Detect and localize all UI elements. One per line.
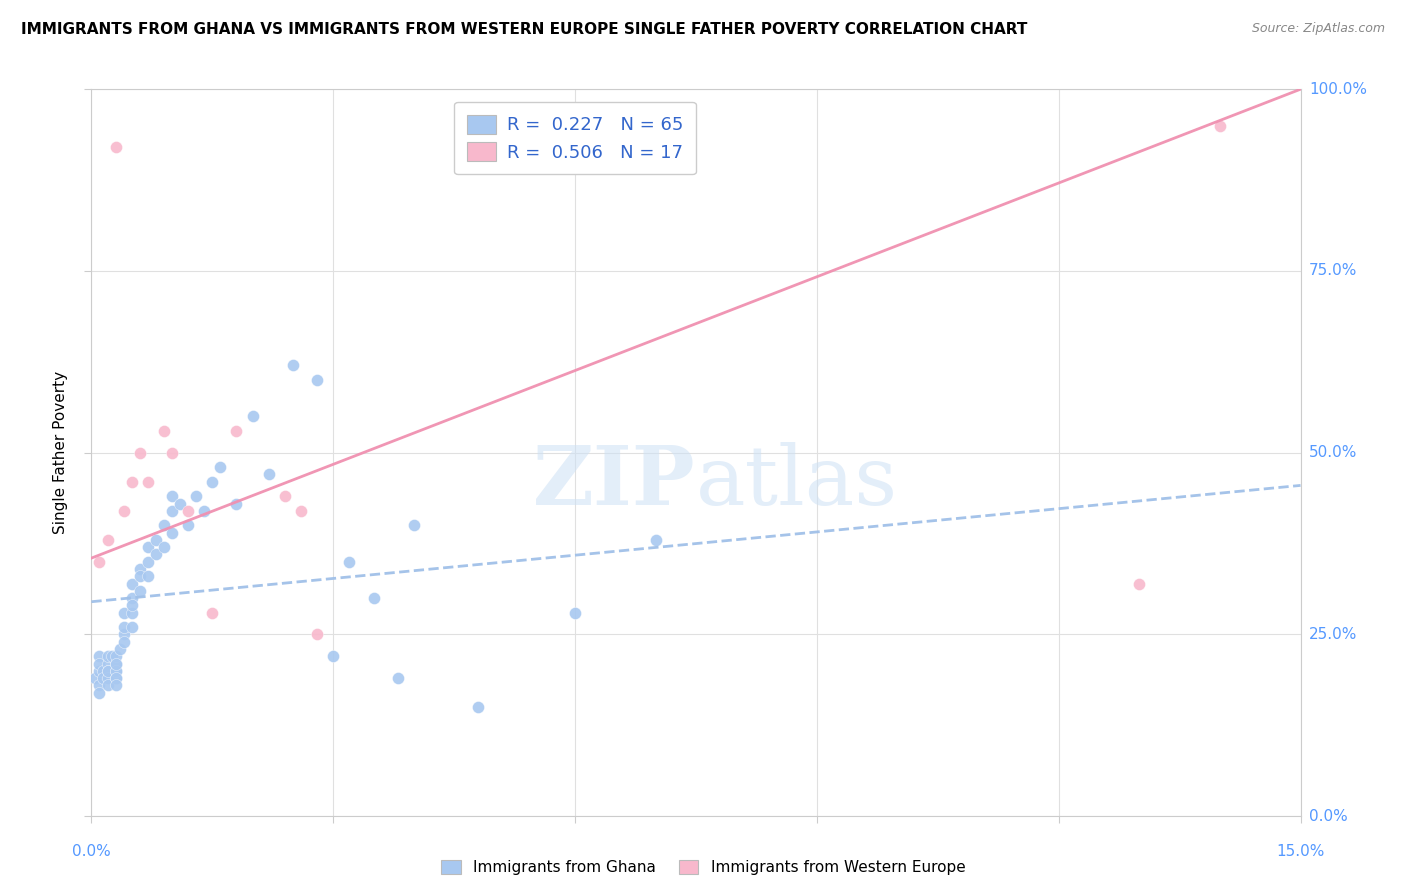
Point [96, 533, 118, 547]
Point [225, 424, 247, 438]
Point [307, 627, 329, 641]
Legend: R =  0.227   N = 65, R =  0.506   N = 17: R = 0.227 N = 65, R = 0.506 N = 17 [454, 102, 696, 174]
Point [96, 664, 118, 678]
Point [209, 460, 232, 475]
Point [100, 649, 122, 664]
Point [104, 664, 127, 678]
Point [96, 671, 118, 685]
Point [337, 555, 360, 569]
Point [89, 664, 111, 678]
Text: Source: ZipAtlas.com: Source: ZipAtlas.com [1251, 22, 1385, 36]
Point [89, 657, 111, 671]
Point [108, 642, 131, 657]
Point [387, 671, 409, 685]
Point [112, 627, 135, 641]
Point [112, 634, 135, 648]
Point [201, 475, 224, 489]
Point [93, 664, 115, 678]
Point [169, 497, 191, 511]
Point [121, 475, 143, 489]
Text: IMMIGRANTS FROM GHANA VS IMMIGRANTS FROM WESTERN EUROPE SINGLE FATHER POVERTY CO: IMMIGRANTS FROM GHANA VS IMMIGRANTS FROM… [21, 22, 1028, 37]
Text: ZIP: ZIP [533, 442, 696, 522]
Point [153, 424, 176, 438]
Point [402, 518, 425, 533]
Point [96, 649, 118, 664]
Point [89, 685, 111, 699]
Point [89, 678, 111, 692]
Text: atlas: atlas [696, 442, 898, 522]
Point [128, 569, 150, 583]
Point [177, 504, 200, 518]
Point [177, 518, 200, 533]
Point [363, 591, 385, 606]
Point [160, 489, 183, 503]
Point [121, 606, 143, 620]
Point [186, 489, 208, 503]
Point [89, 649, 111, 664]
Point [467, 700, 489, 714]
Text: 50.0%: 50.0% [1309, 445, 1357, 460]
Point [160, 504, 183, 518]
Point [281, 359, 304, 373]
Text: 100.0%: 100.0% [1309, 82, 1367, 96]
Text: 25.0%: 25.0% [1309, 627, 1357, 642]
Point [145, 533, 167, 547]
Point [112, 504, 135, 518]
Point [201, 606, 224, 620]
Point [153, 518, 176, 533]
Point [121, 576, 143, 591]
Point [136, 555, 159, 569]
Point [121, 599, 143, 613]
Point [104, 678, 127, 692]
Point [128, 445, 150, 460]
Point [84, 671, 107, 685]
Point [121, 591, 143, 606]
Point [89, 555, 111, 569]
Point [112, 620, 135, 634]
Point [274, 489, 297, 503]
Point [257, 467, 280, 482]
Point [225, 497, 247, 511]
Text: 0.0%: 0.0% [1309, 809, 1347, 823]
Point [136, 475, 159, 489]
Point [104, 664, 127, 678]
Point [104, 657, 127, 671]
Point [644, 533, 666, 547]
Text: 0.0%: 0.0% [72, 844, 111, 859]
Point [104, 657, 127, 671]
Text: 75.0%: 75.0% [1309, 263, 1357, 278]
Point [112, 606, 135, 620]
Point [290, 504, 312, 518]
Point [93, 671, 115, 685]
Y-axis label: Single Father Poverty: Single Father Poverty [53, 371, 69, 534]
Point [104, 671, 127, 685]
Point [128, 562, 150, 576]
Point [96, 678, 118, 692]
Point [242, 409, 264, 424]
Point [104, 649, 127, 664]
Point [128, 583, 150, 598]
Point [145, 548, 167, 562]
Point [307, 373, 329, 387]
Point [1209, 119, 1232, 133]
Legend: Immigrants from Ghana, Immigrants from Western Europe: Immigrants from Ghana, Immigrants from W… [436, 855, 970, 880]
Point [136, 540, 159, 554]
Point [104, 671, 127, 685]
Point [1128, 576, 1150, 591]
Point [136, 569, 159, 583]
Point [160, 445, 183, 460]
Point [153, 540, 176, 554]
Point [96, 657, 118, 671]
Point [121, 620, 143, 634]
Point [104, 140, 127, 154]
Point [193, 504, 215, 518]
Point [322, 649, 344, 664]
Text: 15.0%: 15.0% [1277, 844, 1324, 859]
Point [96, 664, 118, 678]
Point [160, 525, 183, 540]
Point [564, 606, 586, 620]
